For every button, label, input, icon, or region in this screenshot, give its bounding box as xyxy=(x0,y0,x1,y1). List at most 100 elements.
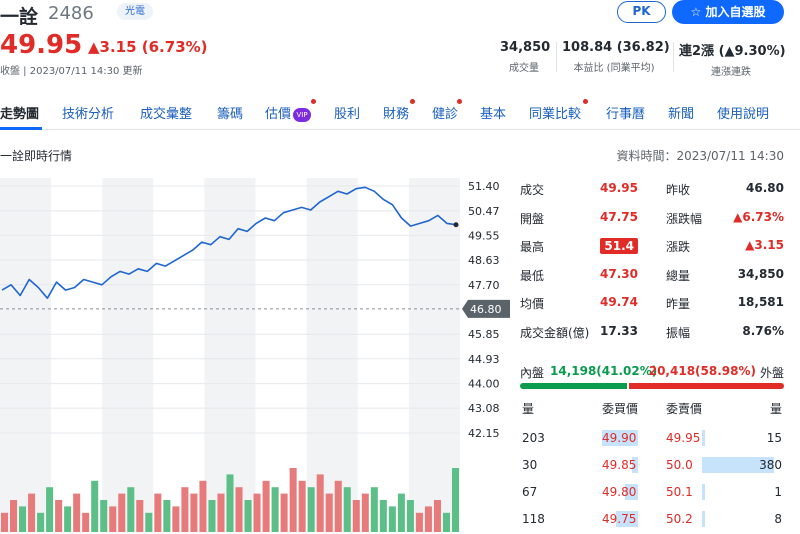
tab-basic[interactable]: 基本 xyxy=(480,107,507,122)
volume-bar xyxy=(262,480,270,532)
new-dot-icon xyxy=(583,99,588,104)
stat-volume: 34,850 成交量 xyxy=(500,40,551,74)
chart-session-band xyxy=(153,178,205,532)
active-tab-indicator xyxy=(0,127,42,130)
y-tick-label: 50.47 xyxy=(468,205,500,218)
stock-header: 一詮 2486 光電 49.95 ▲3.15 (6.73%) 收盤 | 2023… xyxy=(0,0,800,100)
nav-tabs: 走勢圖 技術分析 成交彙整 籌碼 估價 VIP 股利 財務 健診 基本 同業比較 … xyxy=(0,96,800,130)
volume-bar xyxy=(199,480,207,532)
bid-qty: 118 xyxy=(522,512,545,526)
section-title: 一詮即時行情 xyxy=(0,149,73,163)
tab-calendar[interactable]: 行事曆 xyxy=(606,107,646,122)
volume-bar xyxy=(190,493,198,532)
stock-code: 2486 xyxy=(48,3,94,24)
volume-bar xyxy=(163,500,171,532)
volume-bar xyxy=(82,512,90,532)
volume-bar xyxy=(397,493,405,532)
volume-bar xyxy=(325,493,333,532)
ask-volume-bar xyxy=(702,511,705,527)
y-tick-label: 49.55 xyxy=(468,229,500,242)
ask-qty-header: 量 xyxy=(769,402,782,416)
chart-session-band xyxy=(51,178,103,532)
chart-session-band xyxy=(255,178,307,532)
stat-row: 均價 49.74 xyxy=(520,295,638,311)
volume-bar xyxy=(433,500,441,532)
pk-button[interactable]: PK xyxy=(617,1,666,23)
y-tick-label: 44.93 xyxy=(468,353,500,366)
ask-qty: 15 xyxy=(766,431,782,445)
tab-news[interactable]: 新聞 xyxy=(668,107,695,122)
ask-price: 50.0 xyxy=(666,458,693,472)
ask-price: 49.95 xyxy=(666,431,701,445)
volume-bar xyxy=(127,487,135,532)
volume-bar xyxy=(118,493,126,532)
chart-session-band xyxy=(408,178,460,532)
tab-trades[interactable]: 成交彙整 xyxy=(140,107,193,122)
tab-technical[interactable]: 技術分析 xyxy=(62,107,115,122)
volume-bar xyxy=(289,468,297,532)
data-time: 資料時間：2023/07/11 14:30 xyxy=(616,149,784,163)
stat-row: 漲跌幅 ▲6.73% xyxy=(666,210,784,226)
add-watchlist-button[interactable]: ☆ 加入自選股 xyxy=(672,0,784,24)
order-book-row: 118 49.75 50.2 8 xyxy=(520,509,784,529)
stat-row: 振幅 8.76% xyxy=(666,324,784,340)
stat-row: 最低 47.30 xyxy=(520,267,638,283)
tab-chips[interactable]: 籌碼 xyxy=(217,107,244,122)
tab-valuation[interactable]: 估價 VIP xyxy=(265,103,312,122)
tab-finance[interactable]: 財務 xyxy=(383,107,410,122)
bid-price: 49.90 xyxy=(602,431,637,445)
volume-bar xyxy=(136,500,144,532)
tab-peer[interactable]: 同業比較 xyxy=(529,107,582,122)
volume-bar xyxy=(424,506,432,532)
volume-bar xyxy=(280,493,288,532)
chart-session-band xyxy=(357,178,409,532)
volume-bar xyxy=(235,487,243,532)
y-tick-label: 42.15 xyxy=(468,427,500,440)
bid-price: 49.80 xyxy=(602,485,637,499)
bid-price: 49.75 xyxy=(602,512,637,526)
tab-help[interactable]: 使用說明 xyxy=(717,107,770,122)
bid-volume-bar xyxy=(625,484,638,500)
y-tick-label: 48.63 xyxy=(468,254,500,267)
inner-label: 內盤 xyxy=(520,366,545,380)
inner-value: 14,198(41.02%) xyxy=(550,364,658,378)
tab-dividend[interactable]: 股利 xyxy=(334,107,361,122)
bid-volume-bar xyxy=(616,511,638,527)
tab-health[interactable]: 健診 xyxy=(432,107,459,122)
y-tick-label: 44.00 xyxy=(468,378,500,391)
volume-bar xyxy=(442,512,450,532)
volume-bar xyxy=(55,500,63,532)
volume-bar xyxy=(334,480,342,532)
volume-bar xyxy=(37,512,45,532)
volume-bar xyxy=(415,512,423,532)
volume-bar xyxy=(343,487,351,532)
bid-volume-bar xyxy=(632,457,638,473)
volume-bar xyxy=(406,500,414,532)
new-dot-icon xyxy=(410,99,415,104)
bid-qty: 203 xyxy=(522,431,545,445)
ask-price: 50.2 xyxy=(666,512,693,526)
inner-outer-volume: 內盤 14,198(41.02%) 20,418(58.98%) 外盤 xyxy=(520,364,784,394)
volume-bar xyxy=(226,474,234,532)
tab-trend[interactable]: 走勢圖 xyxy=(0,107,40,122)
volume-bar xyxy=(10,500,18,532)
price-line xyxy=(1,186,457,299)
volume-bar xyxy=(244,500,252,532)
bid-qty: 67 xyxy=(522,485,538,499)
stat-row: 成交 49.95 xyxy=(520,181,638,197)
order-book-row: 30 49.85 50.0 380 xyxy=(520,455,784,475)
volume-bar xyxy=(388,506,396,532)
update-info: 收盤 | 2023/07/11 14:30 更新 xyxy=(0,66,143,77)
volume-bar xyxy=(172,506,180,532)
intraday-chart[interactable]: 51.40 50.47 49.55 48.63 47.70 45.85 44.93 44.00… xyxy=(0,178,512,534)
volume-bar xyxy=(28,493,36,532)
volume-bar xyxy=(271,487,279,532)
stat-row: 漲跌 ▲3.15 xyxy=(666,238,784,254)
volume-bar xyxy=(109,506,117,532)
ask-qty: 380 xyxy=(759,458,782,472)
last-price-dot xyxy=(453,222,459,228)
sector-tag[interactable]: 光電 xyxy=(117,3,153,20)
ask-price: 50.1 xyxy=(666,485,693,499)
stock-name: 一詮 xyxy=(0,6,39,28)
stat-row: 總量 34,850 xyxy=(666,267,784,283)
